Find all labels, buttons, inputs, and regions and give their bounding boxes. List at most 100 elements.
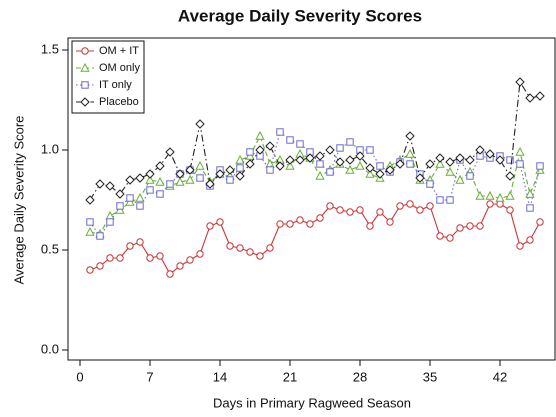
marker [85, 195, 95, 205]
marker [395, 159, 405, 169]
chart-title: Average Daily Severity Scores [178, 6, 422, 25]
marker [416, 206, 424, 214]
y-tick-label: 1.0 [41, 141, 59, 156]
marker [126, 242, 134, 250]
marker [246, 248, 254, 256]
legend-label: OM + IT [99, 45, 139, 57]
marker [525, 93, 535, 103]
marker [156, 252, 164, 260]
marker [106, 218, 114, 226]
marker [326, 168, 334, 176]
marker [356, 206, 364, 214]
marker [526, 236, 534, 244]
y-tick-label: 1.5 [41, 41, 59, 56]
y-tick-label: 0.5 [41, 241, 59, 256]
marker [525, 188, 535, 198]
marker [365, 168, 375, 178]
marker [256, 252, 264, 260]
marker [465, 155, 475, 165]
marker [116, 254, 124, 262]
x-tick-label: 35 [423, 369, 437, 384]
marker [225, 165, 235, 175]
x-tick-label: 21 [283, 369, 297, 384]
marker [275, 161, 285, 171]
marker [515, 146, 525, 156]
marker [255, 130, 265, 140]
marker [96, 232, 104, 240]
marker [195, 160, 205, 170]
marker [516, 242, 524, 250]
marker [156, 190, 164, 198]
marker [316, 160, 324, 168]
marker [135, 192, 145, 202]
marker [406, 160, 414, 168]
marker [405, 148, 415, 158]
marker [226, 176, 234, 184]
marker [226, 242, 234, 250]
marker [306, 220, 314, 228]
marker [335, 157, 345, 167]
plot-frame [67, 37, 556, 361]
marker [205, 179, 215, 189]
marker [495, 155, 505, 165]
marker [325, 145, 335, 155]
marker [375, 169, 385, 179]
marker [85, 226, 95, 236]
marker [155, 161, 165, 171]
marker [295, 155, 305, 165]
marker [185, 165, 195, 175]
marker [285, 155, 295, 165]
marker [435, 153, 445, 163]
marker [105, 210, 115, 220]
marker [81, 81, 89, 89]
marker [95, 179, 105, 189]
marker [165, 147, 175, 157]
marker [376, 162, 384, 170]
marker [175, 176, 185, 186]
series-line [89, 134, 541, 235]
marker [196, 174, 204, 182]
marker [326, 202, 334, 210]
marker [376, 208, 384, 216]
marker [436, 196, 444, 204]
marker [236, 164, 244, 172]
marker [405, 131, 415, 141]
marker [86, 218, 94, 226]
marker [105, 181, 115, 191]
marker [435, 158, 445, 168]
marker [166, 270, 174, 278]
marker [415, 173, 425, 183]
x-tick-label: 7 [146, 369, 153, 384]
marker [255, 145, 265, 155]
marker [246, 148, 254, 156]
marker [466, 222, 474, 230]
marker [81, 47, 89, 55]
marker [176, 262, 184, 270]
marker [536, 162, 544, 170]
marker [436, 232, 444, 240]
marker [445, 166, 455, 176]
marker [446, 196, 454, 204]
marker [296, 216, 304, 224]
marker [115, 189, 125, 199]
marker [166, 180, 174, 188]
marker [155, 176, 165, 186]
y-axis-label: Average Daily Severity Score [11, 116, 26, 285]
marker [505, 171, 515, 181]
marker [526, 204, 534, 212]
marker [185, 174, 195, 184]
x-tick-label: 0 [76, 369, 83, 384]
marker [336, 206, 344, 214]
marker [536, 218, 544, 226]
marker [265, 158, 275, 168]
marker [305, 153, 315, 163]
marker [195, 119, 205, 129]
marker [86, 266, 94, 274]
marker [266, 166, 274, 174]
marker [96, 262, 104, 270]
x-tick-label: 28 [353, 369, 367, 384]
marker [145, 169, 155, 179]
series-line [89, 203, 541, 275]
marker [396, 202, 404, 210]
